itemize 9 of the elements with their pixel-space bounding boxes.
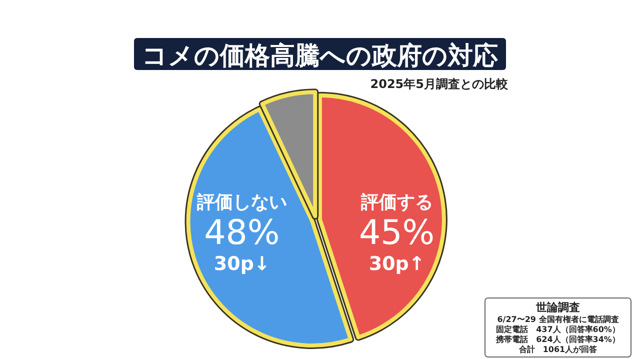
source: 世論調査 6/27〜29 全国有権者に電話調査 固定電話 437人（回答率60%） 携帯電話 624人（回答率34%） 合計 1061人が回答 — [484, 298, 632, 358]
chart-title: コメの価格高騰への政府の対応 — [142, 41, 498, 70]
chart-subtitle: 2025年5月調査との比較 — [370, 77, 509, 91]
data-label: 48% — [204, 213, 280, 253]
text: 30p↑ — [368, 253, 425, 275]
text: 30p↓ — [214, 253, 270, 275]
data-label: 45% — [359, 213, 435, 253]
slice-label: 評価しない — [196, 192, 287, 213]
slice-label: 評価する — [360, 192, 433, 213]
